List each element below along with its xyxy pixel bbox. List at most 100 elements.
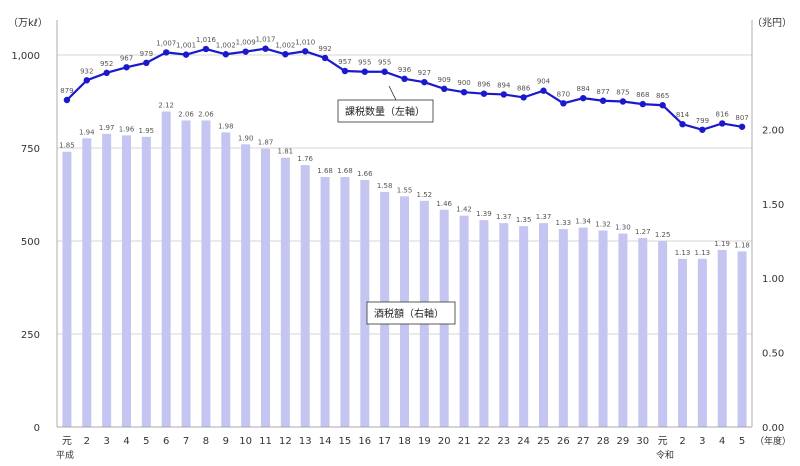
- bar-callout-text: 酒税額（右軸）: [374, 307, 444, 320]
- line-data-label: 807: [735, 114, 748, 122]
- bar-data-label: 1.66: [357, 170, 373, 178]
- right-tick-label: 2.00: [762, 125, 784, 136]
- bar-data-label: 1.96: [119, 125, 135, 133]
- line-data-label: 952: [100, 60, 113, 68]
- bar: [280, 157, 290, 427]
- x-tick-label: 元: [62, 436, 72, 447]
- line-point: [699, 126, 706, 133]
- bar: [598, 230, 608, 427]
- line-data-label: 1,001: [176, 42, 196, 50]
- x-tick-label: 16: [358, 436, 371, 447]
- x-tick-label: 18: [398, 436, 411, 447]
- x-tick-label: 10: [239, 436, 252, 447]
- line-callout-text: 課税数量（左軸）: [345, 105, 425, 118]
- x-tick-label: 3: [699, 436, 705, 447]
- x-tick-label: 5: [739, 436, 745, 447]
- bar: [360, 179, 370, 427]
- x-tick-label: 4: [123, 436, 129, 447]
- bar-data-label: 1.13: [695, 249, 711, 257]
- bar-labels: 1.85 1.94 1.97 1.96 1.95 2.12 2.06 2.06 1.98 1.90…: [59, 102, 750, 257]
- line-point: [202, 45, 210, 53]
- line-data-label: 870: [557, 90, 570, 98]
- era-label-reiwa: 令和: [656, 449, 674, 461]
- x-tick-label: 9: [223, 436, 229, 447]
- right-axis-unit: （兆円）: [752, 17, 792, 29]
- bar: [578, 227, 588, 427]
- bar-data-label: 1.25: [655, 231, 671, 239]
- line-data-label: 816: [716, 110, 730, 118]
- bar: [340, 177, 350, 427]
- x-axis-unit: （年度）: [755, 435, 791, 447]
- line-data-label: 957: [338, 58, 351, 66]
- bar-data-label: 1.52: [417, 191, 433, 199]
- bar-data-label: 1.76: [297, 155, 313, 163]
- line-data-label: 894: [497, 81, 511, 89]
- bar: [717, 249, 727, 427]
- left-tick-label: 500: [21, 237, 40, 248]
- bar: [658, 241, 668, 427]
- line-data-label: 909: [438, 76, 451, 84]
- bar: [697, 258, 707, 427]
- line-point: [520, 94, 527, 101]
- x-tick-label: 14: [319, 436, 332, 447]
- line-data-label: 932: [80, 67, 93, 75]
- bar: [181, 120, 191, 428]
- x-tick-label: 19: [418, 436, 431, 447]
- bar: [499, 223, 509, 427]
- line-data-label: 1,009: [236, 39, 256, 47]
- line-point: [540, 87, 547, 94]
- bar-data-label: 1.39: [476, 210, 492, 218]
- bar: [320, 177, 330, 427]
- bar-data-label: 1.18: [734, 241, 750, 249]
- right-tick-label: 1.50: [762, 200, 784, 211]
- line-point: [83, 77, 90, 84]
- left-tick-label: 750: [21, 144, 40, 155]
- line-data-label: 896: [477, 81, 491, 89]
- bar: [82, 138, 92, 427]
- line-data-label: 904: [537, 78, 551, 86]
- line-point: [341, 67, 349, 75]
- x-tick-label: 25: [537, 436, 550, 447]
- bar-data-label: 1.95: [139, 127, 155, 135]
- right-tick-label: 0.00: [762, 423, 784, 434]
- x-tick-label: 28: [597, 436, 610, 447]
- bar-callout: 酒税額（右軸）: [366, 301, 456, 325]
- line-data-label: 936: [398, 66, 412, 74]
- line-data-label: 884: [577, 85, 591, 93]
- line-point: [262, 45, 269, 52]
- line-point: [282, 51, 289, 58]
- bar-data-label: 2.06: [198, 110, 214, 118]
- line-data-label: 992: [318, 45, 331, 53]
- bar: [161, 111, 171, 427]
- bar: [141, 136, 151, 427]
- bar: [300, 165, 310, 427]
- x-tick-label: 21: [458, 436, 471, 447]
- x-tick-label: 2: [679, 436, 685, 447]
- line-data-label: 900: [457, 79, 470, 87]
- line-point: [321, 54, 329, 62]
- line-data-label: 967: [120, 54, 133, 62]
- line-point: [242, 48, 249, 55]
- line-data-label: 955: [378, 59, 391, 67]
- line-point: [222, 51, 229, 58]
- x-tick-label: 22: [478, 436, 491, 447]
- line-point: [361, 68, 368, 75]
- line-data-label: 1,016: [196, 36, 217, 44]
- era-label-heisei: 平成: [56, 449, 74, 461]
- x-tick-label: 30: [636, 436, 649, 447]
- bar-data-label: 1.55: [397, 186, 413, 194]
- bar-data-label: 1.85: [59, 142, 75, 150]
- bar: [618, 233, 628, 427]
- bar-data-label: 1.32: [595, 221, 611, 229]
- line-data-label: 1,010: [295, 38, 315, 46]
- line-point: [619, 98, 627, 105]
- bar: [122, 135, 131, 428]
- bar-data-label: 1.42: [456, 206, 472, 214]
- line-data-label: 1,007: [156, 39, 176, 47]
- line-data-label: 927: [418, 69, 431, 77]
- line-callout-leader: [388, 85, 397, 101]
- line-point: [560, 100, 567, 107]
- line-data-label: 1,002: [275, 41, 295, 49]
